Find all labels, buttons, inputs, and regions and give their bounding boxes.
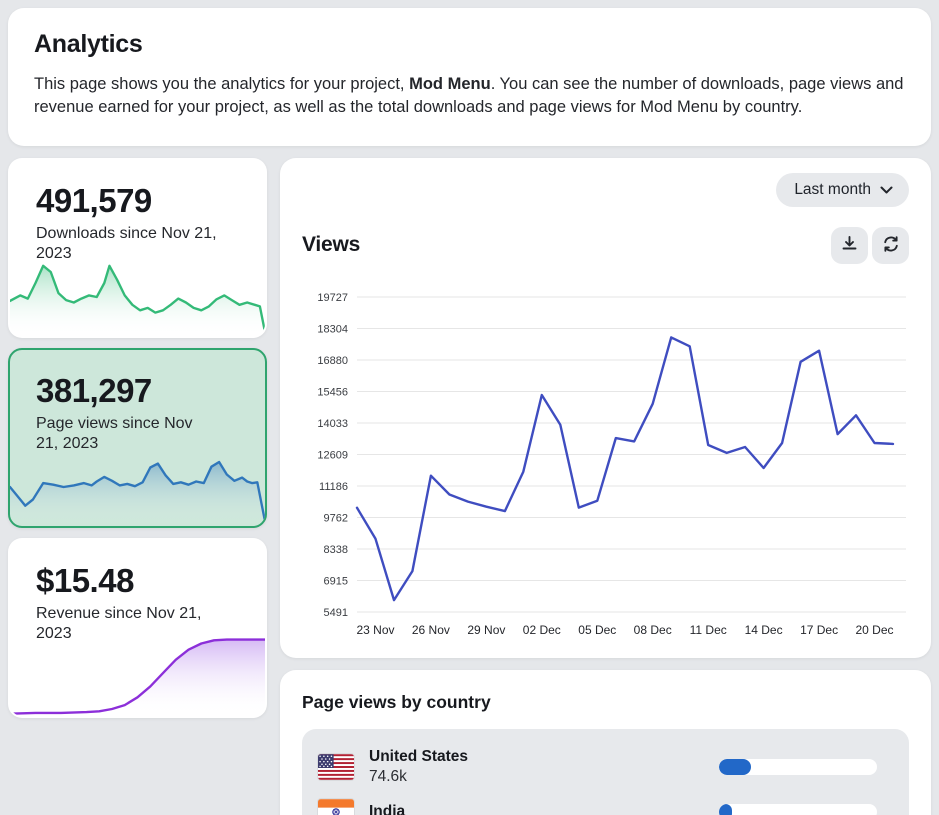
views-line-chart[interactable]: 19727 18304 16880 15456 14033 12609 11186 9762 8… [302,276,909,648]
svg-text:02 Dec: 02 Dec [523,623,561,637]
svg-text:14033: 14033 [317,418,348,430]
svg-text:26 Nov: 26 Nov [412,623,450,637]
stat-card-downloads[interactable]: 491,579 Downloads since Nov 21, 2023 [8,157,267,338]
country-row-united-states: United States 74.6k [318,741,893,793]
refresh-button[interactable] [872,226,909,264]
stat-card-revenue[interactable]: $15.48 Revenue since Nov 21, 2023 [8,537,267,718]
page-views-value: 381,297 [36,371,152,409]
country-row-india: India [318,793,893,815]
page-views-sparkline-chart [10,460,265,526]
stats-sidebar: 491,579 Downloads since Nov 21, 2023 381… [8,157,267,718]
india-flag-icon [318,799,354,815]
downloads-sparkline-chart [10,264,265,336]
svg-text:20 Dec: 20 Dec [855,623,893,637]
svg-text:18304: 18304 [317,323,348,335]
revenue-sparkline-chart [10,638,265,716]
svg-text:12609: 12609 [317,449,348,461]
svg-text:11 Dec: 11 Dec [690,623,727,637]
countries-panel: United States 74.6k [302,728,909,815]
svg-text:9762: 9762 [324,512,348,524]
header-card: Analytics This page shows you the analyt… [8,8,931,146]
page-title: Analytics [34,30,143,58]
svg-text:5491: 5491 [324,607,348,619]
country-progress-track [719,758,877,775]
download-csv-button[interactable] [831,226,868,264]
svg-text:8338: 8338 [324,544,348,556]
countries-card: Page views by country [280,669,931,815]
svg-text:17 Dec: 17 Dec [800,623,838,637]
country-progress-track [719,804,877,815]
country-progress-fill [719,804,732,815]
page-views-label: Page views since Nov 21, 2023 [36,414,193,452]
country-views-count: 74.6k [369,767,407,785]
svg-text:23 Nov: 23 Nov [356,623,394,637]
svg-text:19727: 19727 [317,292,348,304]
download-icon [841,235,858,255]
chevron-down-icon [880,181,893,199]
country-progress-fill [719,758,751,775]
svg-text:05 Dec: 05 Dec [578,623,616,637]
svg-text:08 Dec: 08 Dec [634,623,672,637]
svg-text:16880: 16880 [317,355,348,367]
united-states-flag-icon [318,754,354,780]
svg-text:15456: 15456 [317,386,348,398]
downloads-value: 491,579 [36,181,152,219]
date-range-label: Last month [794,180,871,198]
downloads-label: Downloads since Nov 21, 2023 [36,224,217,262]
svg-text:29 Nov: 29 Nov [467,623,505,637]
revenue-value: $15.48 [36,561,134,599]
date-range-dropdown[interactable]: Last month [776,172,909,207]
views-card: Last month Views [280,157,931,658]
svg-text:14 Dec: 14 Dec [745,623,783,637]
stat-card-page-views[interactable]: 381,297 Page views since Nov 21, 2023 [8,347,267,528]
country-name: India [369,803,406,815]
page-description: This page shows you the analytics for yo… [34,75,904,117]
svg-text:11186: 11186 [319,481,348,493]
refresh-icon [882,235,900,256]
revenue-label: Revenue since Nov 21, 2023 [36,604,202,642]
countries-title: Page views by country [302,691,491,712]
svg-text:6915: 6915 [324,575,348,587]
project-name: Mod Menu [409,75,491,93]
country-name: United States [369,747,469,765]
views-chart-title: Views [302,233,361,257]
